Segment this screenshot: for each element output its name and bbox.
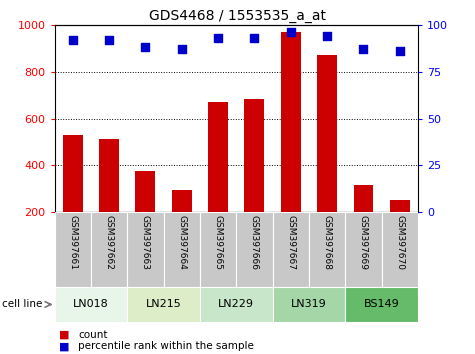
FancyBboxPatch shape bbox=[55, 212, 91, 287]
FancyBboxPatch shape bbox=[200, 287, 273, 322]
Text: GSM397670: GSM397670 bbox=[395, 215, 404, 270]
Text: GDS4468 / 1553535_a_at: GDS4468 / 1553535_a_at bbox=[149, 9, 326, 23]
Text: LN018: LN018 bbox=[73, 299, 109, 309]
FancyBboxPatch shape bbox=[237, 212, 273, 287]
Text: GSM397667: GSM397667 bbox=[286, 215, 295, 270]
Text: GSM397663: GSM397663 bbox=[141, 215, 150, 270]
Bar bbox=[63, 135, 83, 259]
Text: ■: ■ bbox=[59, 330, 70, 339]
FancyBboxPatch shape bbox=[345, 287, 418, 322]
FancyBboxPatch shape bbox=[91, 212, 127, 287]
FancyBboxPatch shape bbox=[381, 212, 418, 287]
Point bbox=[251, 35, 258, 41]
FancyBboxPatch shape bbox=[200, 212, 237, 287]
FancyBboxPatch shape bbox=[127, 212, 163, 287]
Text: GSM397661: GSM397661 bbox=[68, 215, 77, 270]
FancyBboxPatch shape bbox=[273, 212, 309, 287]
Text: LN215: LN215 bbox=[146, 299, 181, 309]
Text: GSM397664: GSM397664 bbox=[177, 215, 186, 270]
Point bbox=[287, 29, 294, 35]
Bar bbox=[245, 99, 265, 259]
FancyBboxPatch shape bbox=[345, 212, 381, 287]
Bar bbox=[135, 171, 155, 259]
Text: GSM397662: GSM397662 bbox=[104, 215, 114, 270]
FancyBboxPatch shape bbox=[163, 212, 200, 287]
Bar bbox=[99, 138, 119, 259]
Text: percentile rank within the sample: percentile rank within the sample bbox=[78, 341, 254, 351]
Text: count: count bbox=[78, 330, 108, 339]
Point bbox=[178, 46, 186, 52]
Point bbox=[214, 35, 222, 41]
Text: GSM397668: GSM397668 bbox=[323, 215, 332, 270]
Text: GSM397666: GSM397666 bbox=[250, 215, 259, 270]
Bar bbox=[281, 32, 301, 259]
Text: LN319: LN319 bbox=[291, 299, 327, 309]
Point bbox=[105, 37, 113, 42]
Text: cell line: cell line bbox=[2, 299, 43, 309]
Point bbox=[69, 37, 76, 42]
Bar bbox=[353, 185, 373, 259]
Point bbox=[323, 33, 331, 39]
FancyBboxPatch shape bbox=[55, 287, 127, 322]
Bar bbox=[208, 102, 228, 259]
Text: LN229: LN229 bbox=[218, 299, 254, 309]
Point bbox=[396, 48, 404, 54]
Text: ■: ■ bbox=[59, 341, 70, 351]
FancyBboxPatch shape bbox=[309, 212, 345, 287]
Text: BS149: BS149 bbox=[364, 299, 399, 309]
Point bbox=[142, 45, 149, 50]
Bar bbox=[172, 190, 192, 259]
Bar bbox=[317, 55, 337, 259]
Text: GSM397669: GSM397669 bbox=[359, 215, 368, 270]
Point bbox=[360, 46, 367, 52]
Text: GSM397665: GSM397665 bbox=[214, 215, 223, 270]
FancyBboxPatch shape bbox=[127, 287, 200, 322]
Bar bbox=[390, 200, 410, 259]
FancyBboxPatch shape bbox=[273, 287, 345, 322]
